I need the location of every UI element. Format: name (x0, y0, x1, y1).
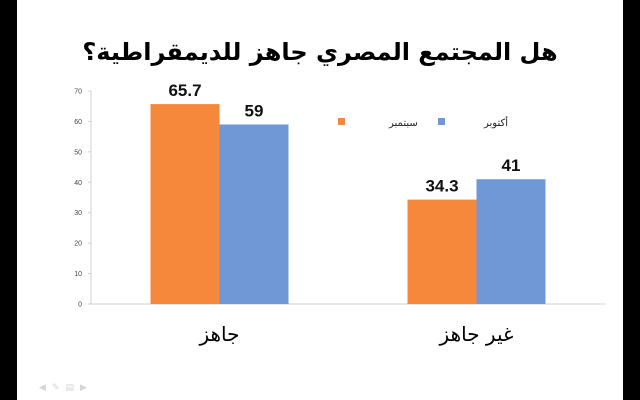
y-tick-label: 20 (74, 241, 82, 248)
pen-icon[interactable]: ✎ (51, 383, 60, 393)
legend-swatch (438, 118, 445, 125)
next-icon[interactable]: ▶ (79, 383, 87, 393)
y-tick-label: 30 (74, 210, 82, 217)
data-label: 59 (245, 101, 264, 120)
bar (219, 124, 289, 304)
prev-icon[interactable]: ◀ (39, 383, 46, 393)
slide-player-controls: ◀ ✎ ▤ ▶ (39, 383, 87, 393)
bar-chart: هل المجتمع المصري جاهز للديمقراطية؟ 0 10 2… (74, 38, 605, 346)
y-tick-label: 0 (78, 302, 82, 309)
menu-icon[interactable]: ▤ (65, 383, 74, 393)
slide: هل المجتمع المصري جاهز للديمقراطية؟ 0 10 2… (17, 0, 623, 400)
category-label: جاهز (198, 322, 239, 346)
category-label: غير جاهز (439, 322, 514, 346)
y-tick-label: 40 (74, 180, 82, 187)
bar (407, 199, 477, 304)
data-labels-group: 65.7 59 34.3 41 (168, 81, 520, 196)
bars-group (150, 104, 546, 304)
legend-label: أكتوبر (483, 116, 508, 129)
legend-label: سبتمبر (388, 118, 418, 129)
bar (150, 104, 220, 304)
y-tick-label: 10 (74, 271, 82, 278)
y-tick-label: 50 (74, 149, 82, 156)
category-labels-group: جاهز غير جاهز (198, 322, 513, 346)
y-tick-label: 60 (74, 119, 82, 126)
data-label: 41 (502, 156, 521, 175)
bar (476, 179, 546, 304)
legend-swatch (338, 118, 345, 125)
data-label: 65.7 (168, 81, 201, 100)
legend: سبتمبر أكتوبر (338, 116, 508, 129)
chart-title: هل المجتمع المصري جاهز للديمقراطية؟ (82, 38, 557, 66)
data-label: 34.3 (425, 177, 458, 196)
y-tick-label: 70 (74, 89, 82, 96)
